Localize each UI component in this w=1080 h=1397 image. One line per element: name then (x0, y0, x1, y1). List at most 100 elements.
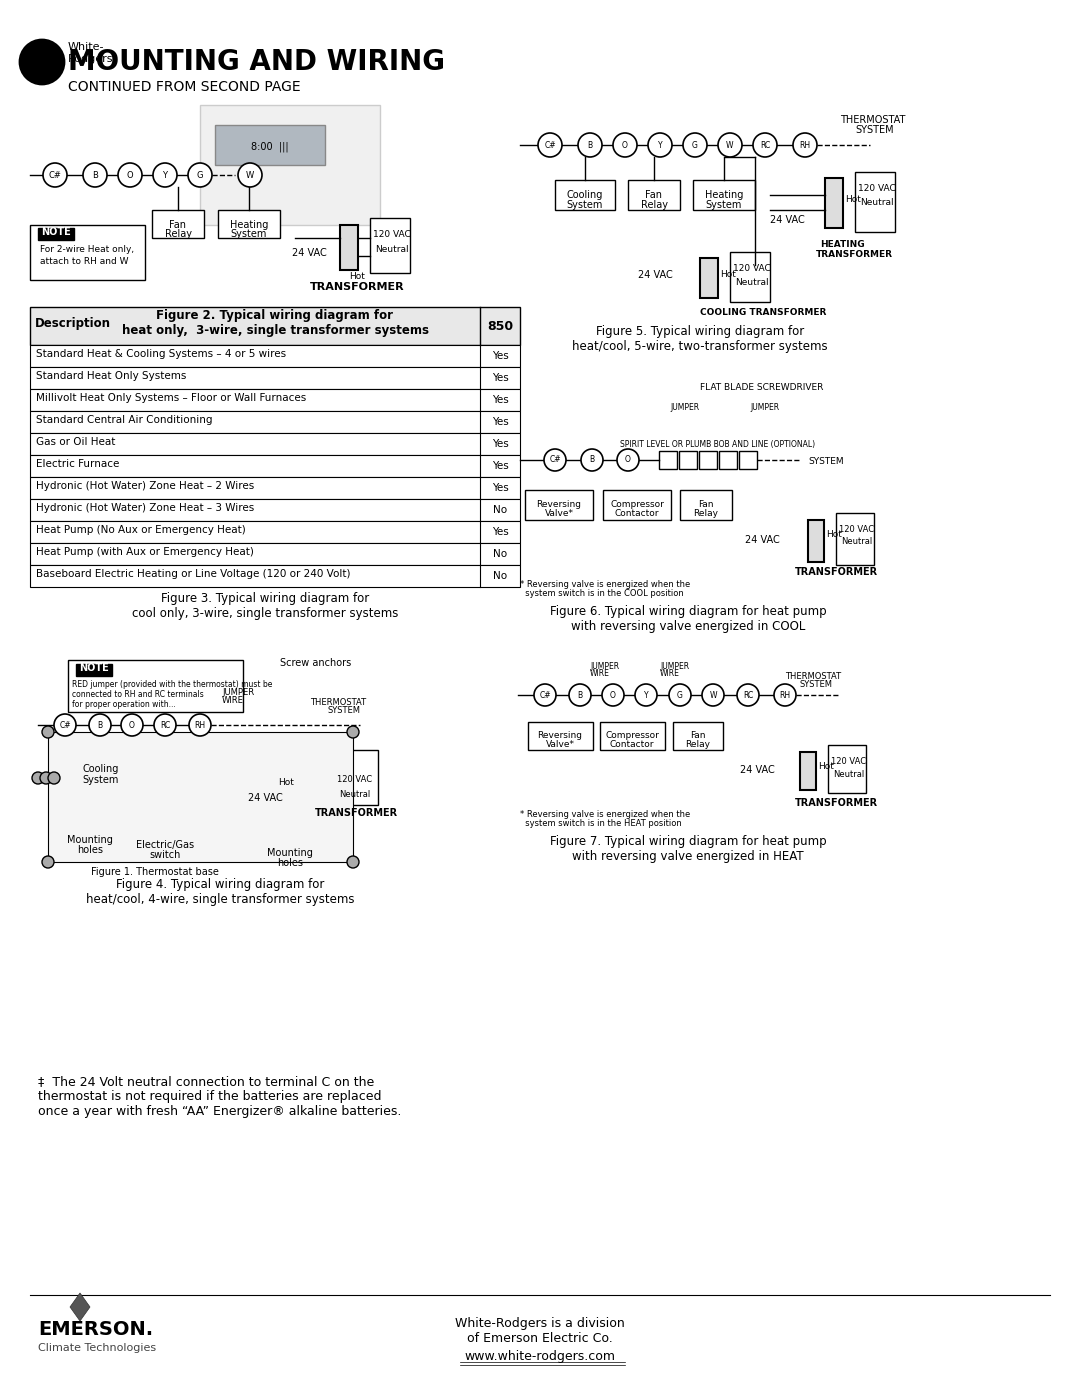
Bar (800, 752, 816, 789)
Text: O: O (130, 721, 135, 729)
Text: 24 VAC: 24 VAC (745, 535, 780, 545)
Bar (679, 451, 697, 469)
Circle shape (42, 726, 54, 738)
Text: Screw anchors: Screw anchors (280, 658, 351, 668)
Text: 24 VAC: 24 VAC (292, 249, 327, 258)
Bar (370, 218, 410, 272)
Text: switch: switch (149, 849, 180, 861)
Bar (205, 754, 255, 785)
Bar (148, 754, 198, 785)
Text: TRANSFORMER: TRANSFORMER (816, 250, 893, 258)
Bar (555, 180, 615, 210)
Text: TRANSFORMER: TRANSFORMER (795, 798, 878, 807)
Text: W: W (726, 141, 733, 149)
Text: TRANSFORMER: TRANSFORMER (310, 282, 405, 292)
Text: Yes: Yes (491, 373, 509, 383)
Text: Mounting: Mounting (267, 848, 313, 858)
Bar (525, 490, 593, 520)
Text: holes: holes (77, 845, 103, 855)
Text: TRANSFORMER: TRANSFORMER (795, 567, 878, 577)
Text: WIRE: WIRE (590, 669, 610, 678)
Text: 120 VAC: 120 VAC (373, 231, 410, 239)
Text: Neutral: Neutral (860, 198, 894, 207)
Bar (825, 177, 843, 228)
Bar (38, 228, 75, 240)
Text: Yes: Yes (491, 439, 509, 448)
Circle shape (544, 448, 566, 471)
Text: Hot: Hot (278, 778, 294, 787)
Text: G: G (692, 141, 698, 149)
Text: TRANSFORMER: TRANSFORMER (315, 807, 399, 819)
Text: RC: RC (160, 721, 171, 729)
Bar (673, 722, 723, 750)
Text: Contactor: Contactor (615, 509, 659, 518)
Text: Heat Pump (No Aux or Emergency Heat): Heat Pump (No Aux or Emergency Heat) (36, 525, 246, 535)
Circle shape (635, 685, 657, 705)
Text: EMERSON.: EMERSON. (38, 1320, 153, 1338)
Text: WIRE: WIRE (660, 669, 680, 678)
Text: COOLING TRANSFORMER: COOLING TRANSFORMER (700, 307, 826, 317)
Circle shape (189, 714, 211, 736)
Text: System: System (706, 200, 742, 210)
Text: CONTINUED FROM SECOND PAGE: CONTINUED FROM SECOND PAGE (68, 80, 300, 94)
Text: Fan: Fan (170, 219, 187, 231)
Text: Electric/Gas: Electric/Gas (136, 840, 194, 849)
Bar (30, 433, 519, 455)
Bar (315, 760, 330, 802)
Circle shape (648, 133, 672, 156)
Bar (719, 451, 737, 469)
Bar (680, 490, 732, 520)
Bar (30, 543, 519, 564)
Text: Neutral: Neutral (339, 789, 370, 799)
Text: Heat Pump (with Aux or Emergency Heat): Heat Pump (with Aux or Emergency Heat) (36, 548, 254, 557)
Text: Yes: Yes (491, 351, 509, 360)
Text: Relay: Relay (640, 200, 667, 210)
Text: THERMOSTAT: THERMOSTAT (310, 698, 366, 707)
Bar (700, 258, 718, 298)
Circle shape (238, 163, 262, 187)
Bar (30, 345, 519, 367)
Text: connected to RH and RC terminals: connected to RH and RC terminals (72, 690, 204, 698)
Text: SPIRIT LEVEL OR PLUMB BOB AND LINE (OPTIONAL): SPIRIT LEVEL OR PLUMB BOB AND LINE (OPTI… (620, 440, 815, 448)
Bar (828, 745, 866, 793)
Circle shape (538, 133, 562, 156)
Text: Yes: Yes (491, 483, 509, 493)
Text: attach to RH and W: attach to RH and W (40, 257, 129, 265)
Text: Cooling: Cooling (83, 764, 119, 774)
Bar (730, 251, 770, 302)
Text: RH: RH (194, 721, 205, 729)
Text: * Reversing valve is energized when the: * Reversing valve is energized when the (519, 810, 690, 819)
Bar (693, 180, 755, 210)
Text: System: System (83, 775, 119, 785)
Bar (30, 499, 519, 521)
Bar (218, 210, 280, 237)
Text: Heating: Heating (705, 190, 743, 200)
Text: Mounting: Mounting (67, 835, 113, 845)
Text: for proper operation with...: for proper operation with... (72, 700, 176, 710)
Text: G: G (197, 170, 203, 179)
Text: JUMPER: JUMPER (660, 662, 689, 671)
Text: System: System (231, 229, 267, 239)
Bar (739, 451, 757, 469)
Text: www.white-rodgers.com: www.white-rodgers.com (464, 1350, 616, 1363)
Text: Cooling: Cooling (567, 190, 604, 200)
Text: Yes: Yes (491, 416, 509, 427)
Text: Gas or Oil Heat: Gas or Oil Heat (36, 437, 116, 447)
Circle shape (737, 685, 759, 705)
Text: RH: RH (780, 690, 791, 700)
Bar (603, 490, 671, 520)
Bar (808, 520, 824, 562)
Text: Relay: Relay (686, 740, 711, 749)
Text: JUMPER: JUMPER (590, 662, 619, 671)
Circle shape (569, 685, 591, 705)
Circle shape (153, 163, 177, 187)
Bar (62, 750, 140, 788)
Text: * Reversing valve is energized when the: * Reversing valve is energized when the (519, 580, 690, 590)
Bar (600, 722, 665, 750)
Text: Hot: Hot (826, 529, 842, 539)
Text: Y: Y (644, 690, 648, 700)
Bar (200, 105, 380, 225)
Text: Relay: Relay (164, 229, 191, 239)
Text: Fan: Fan (699, 500, 714, 509)
Text: System: System (567, 200, 604, 210)
